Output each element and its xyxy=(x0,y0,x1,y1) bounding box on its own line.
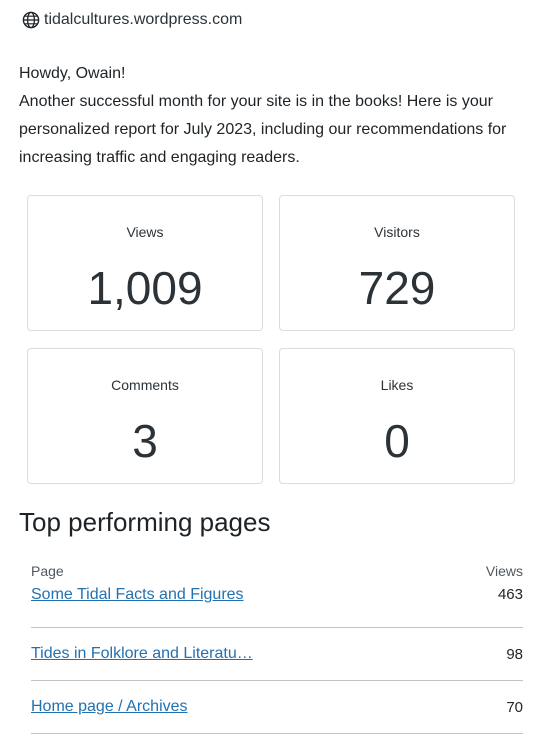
site-header: tidalcultures.wordpress.com xyxy=(22,11,242,29)
top-pages-title: Top performing pages xyxy=(19,507,271,537)
stat-value: 3 xyxy=(132,415,158,467)
column-header-views: Views xyxy=(485,563,523,579)
stat-card-likes: Likes 0 xyxy=(279,348,515,484)
intro-text: Howdy, Owain! Another successful month f… xyxy=(19,60,529,172)
site-url: tidalcultures.wordpress.com xyxy=(44,11,243,28)
stat-card-comments: Comments 3 xyxy=(27,348,263,484)
report-message: Another successful month for your site i… xyxy=(19,93,507,166)
table-row: Tides in Folklore and Literatu… 98 xyxy=(31,628,523,681)
top-pages-table: Page Views Some Tidal Facts and Figures … xyxy=(31,560,523,734)
stat-value: 0 xyxy=(384,415,410,467)
stat-card-visitors: Visitors 729 xyxy=(279,195,515,331)
stats-grid: Views 1,009 Visitors 729 Comments 3 Like… xyxy=(27,195,515,484)
stat-label: Comments xyxy=(111,377,179,393)
stat-value: 729 xyxy=(358,262,436,314)
page-link[interactable]: Some Tidal Facts and Figures xyxy=(31,586,244,603)
page-link[interactable]: Home page / Archives xyxy=(31,698,188,715)
table-row: Home page / Archives 70 xyxy=(31,681,523,734)
page-link[interactable]: Tides in Folklore and Literatu… xyxy=(31,645,253,662)
page-views: 70 xyxy=(506,698,523,716)
greeting: Howdy, Owain! xyxy=(19,65,126,82)
page-views: 98 xyxy=(506,645,523,663)
globe-icon xyxy=(22,11,40,29)
table-row: Some Tidal Facts and Figures 463 xyxy=(31,582,523,628)
stat-label: Visitors xyxy=(374,224,420,240)
stat-value: 1,009 xyxy=(87,262,203,314)
stat-label: Views xyxy=(126,224,164,240)
column-header-page: Page xyxy=(31,563,64,579)
stat-label: Likes xyxy=(380,377,414,393)
stat-card-views: Views 1,009 xyxy=(27,195,263,331)
table-header: Page Views xyxy=(31,560,523,582)
page-views: 463 xyxy=(497,586,523,603)
